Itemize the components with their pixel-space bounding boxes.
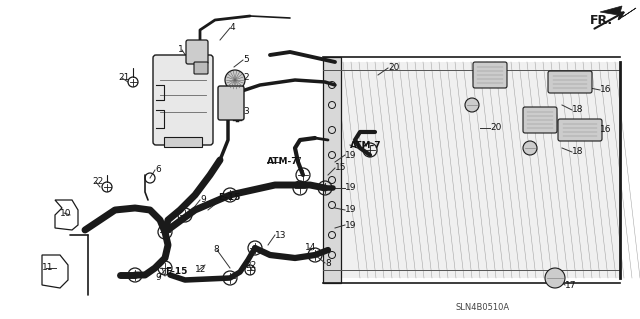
- Text: E-15: E-15: [218, 194, 241, 203]
- Circle shape: [523, 141, 537, 155]
- Text: 22: 22: [245, 261, 256, 270]
- FancyBboxPatch shape: [186, 40, 208, 64]
- Text: 19: 19: [345, 220, 356, 229]
- Bar: [335, 62, 620, 278]
- Text: 8: 8: [213, 246, 219, 255]
- FancyBboxPatch shape: [194, 62, 208, 74]
- Text: 21: 21: [118, 73, 129, 83]
- FancyBboxPatch shape: [523, 107, 557, 133]
- Text: 10: 10: [60, 209, 72, 218]
- Text: 3: 3: [243, 108, 249, 116]
- Text: 7: 7: [295, 158, 301, 167]
- Bar: [164, 137, 202, 147]
- FancyBboxPatch shape: [473, 62, 507, 88]
- Text: 1: 1: [178, 46, 184, 55]
- Text: 13: 13: [275, 231, 287, 240]
- Text: ATM-7: ATM-7: [267, 158, 299, 167]
- Text: 14: 14: [305, 243, 316, 253]
- FancyBboxPatch shape: [558, 119, 602, 141]
- Text: 18: 18: [572, 106, 584, 115]
- Text: 19: 19: [345, 151, 356, 160]
- Text: 15: 15: [335, 164, 346, 173]
- Polygon shape: [600, 6, 636, 20]
- Text: 20: 20: [490, 123, 501, 132]
- Text: 16: 16: [600, 85, 611, 94]
- Text: 22: 22: [92, 177, 103, 187]
- Text: E-15: E-15: [165, 268, 188, 277]
- Text: 5: 5: [243, 56, 249, 64]
- Circle shape: [545, 268, 565, 288]
- FancyBboxPatch shape: [218, 86, 244, 120]
- FancyBboxPatch shape: [548, 71, 592, 93]
- Text: FR.: FR.: [590, 13, 613, 26]
- Text: 8: 8: [325, 258, 331, 268]
- Text: 2: 2: [243, 73, 248, 83]
- Text: 4: 4: [230, 24, 236, 33]
- Text: 19: 19: [345, 183, 356, 192]
- Text: 16: 16: [600, 125, 611, 135]
- Text: 18: 18: [572, 147, 584, 157]
- Text: 11: 11: [42, 263, 54, 272]
- Text: 20: 20: [388, 63, 399, 72]
- Text: 9: 9: [200, 196, 205, 204]
- Bar: [323, 57, 341, 283]
- Circle shape: [225, 70, 245, 90]
- Circle shape: [465, 98, 479, 112]
- Text: ATM-7: ATM-7: [350, 140, 381, 150]
- FancyBboxPatch shape: [153, 55, 213, 145]
- Text: 17: 17: [565, 280, 577, 290]
- Text: SLN4B0510A: SLN4B0510A: [455, 303, 509, 313]
- Text: 19: 19: [345, 205, 356, 214]
- Text: 6: 6: [155, 166, 161, 174]
- Text: 12: 12: [195, 265, 206, 275]
- Text: 9: 9: [155, 272, 161, 281]
